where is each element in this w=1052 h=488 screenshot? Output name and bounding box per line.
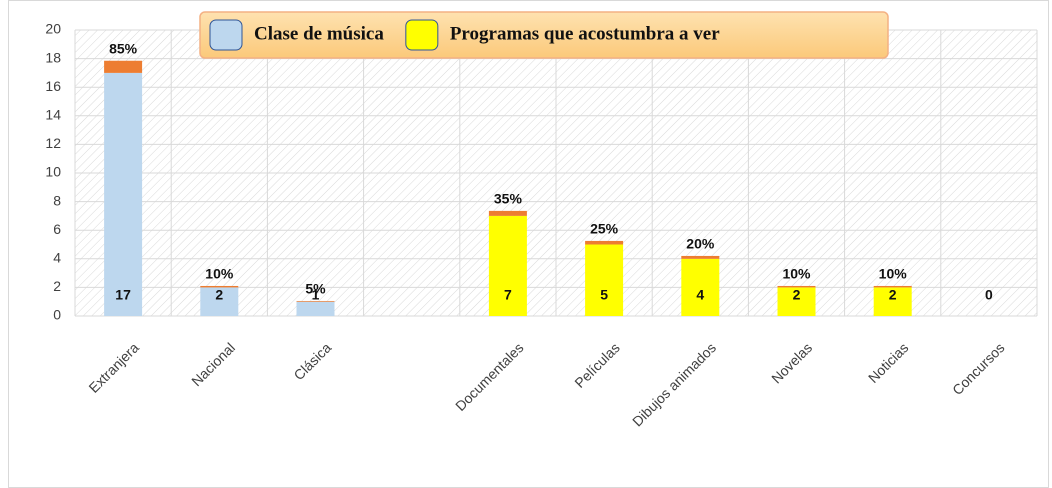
bar-segment [104, 72, 143, 317]
y-tick-label: 8 [53, 192, 61, 208]
y-tick-label: 0 [53, 307, 61, 323]
data-label: 20% [686, 236, 715, 252]
data-label: 2 [215, 287, 223, 303]
bar-segment [777, 285, 816, 288]
y-tick-label: 14 [45, 107, 61, 123]
bar-segment [104, 60, 143, 73]
bar-segment [873, 287, 912, 316]
bar-segment [200, 285, 239, 288]
data-label: 7 [504, 287, 512, 303]
bar-segment [296, 301, 335, 316]
data-label: 85% [109, 40, 138, 56]
data-label: 25% [590, 221, 619, 237]
data-label: 35% [494, 191, 523, 207]
legend-swatch [405, 19, 439, 51]
y-tick-label: 4 [53, 250, 61, 266]
bar-segment [488, 215, 527, 316]
y-tick-label: 18 [45, 49, 61, 65]
bar-segment [296, 300, 335, 302]
bar-segment [681, 258, 720, 316]
bar-segment [777, 287, 816, 316]
bar-segment [200, 287, 239, 316]
legend: Clase de música Programas que acostumbra … [199, 11, 889, 59]
data-label: 2 [793, 287, 801, 303]
legend-label: Programas que acostumbra a ver [450, 23, 720, 44]
bar-segment [488, 210, 527, 216]
y-tick-label: 2 [53, 278, 61, 294]
y-tick-label: 12 [45, 135, 61, 151]
data-label: 10% [205, 266, 234, 282]
bar-segment [873, 285, 912, 288]
data-label: 5% [305, 281, 326, 297]
y-tick-label: 16 [45, 78, 61, 94]
data-label: 5 [600, 287, 608, 303]
legend-box [199, 11, 889, 59]
data-label: 0 [985, 287, 993, 303]
data-label: 2 [889, 287, 897, 303]
bar-segment [585, 244, 624, 316]
legend-swatch [209, 19, 243, 51]
legend-label: Clase de música [254, 23, 384, 44]
data-label: 1 [312, 287, 320, 303]
data-label: 4 [696, 287, 704, 303]
data-label: 10% [879, 266, 908, 282]
y-tick-label: 6 [53, 221, 61, 237]
bar-segment [681, 255, 720, 259]
data-label: 17 [115, 287, 131, 303]
y-tick-label: 20 [45, 21, 61, 37]
data-label: 10% [782, 266, 811, 282]
bar-segment [585, 240, 624, 245]
y-tick-label: 10 [45, 164, 61, 180]
